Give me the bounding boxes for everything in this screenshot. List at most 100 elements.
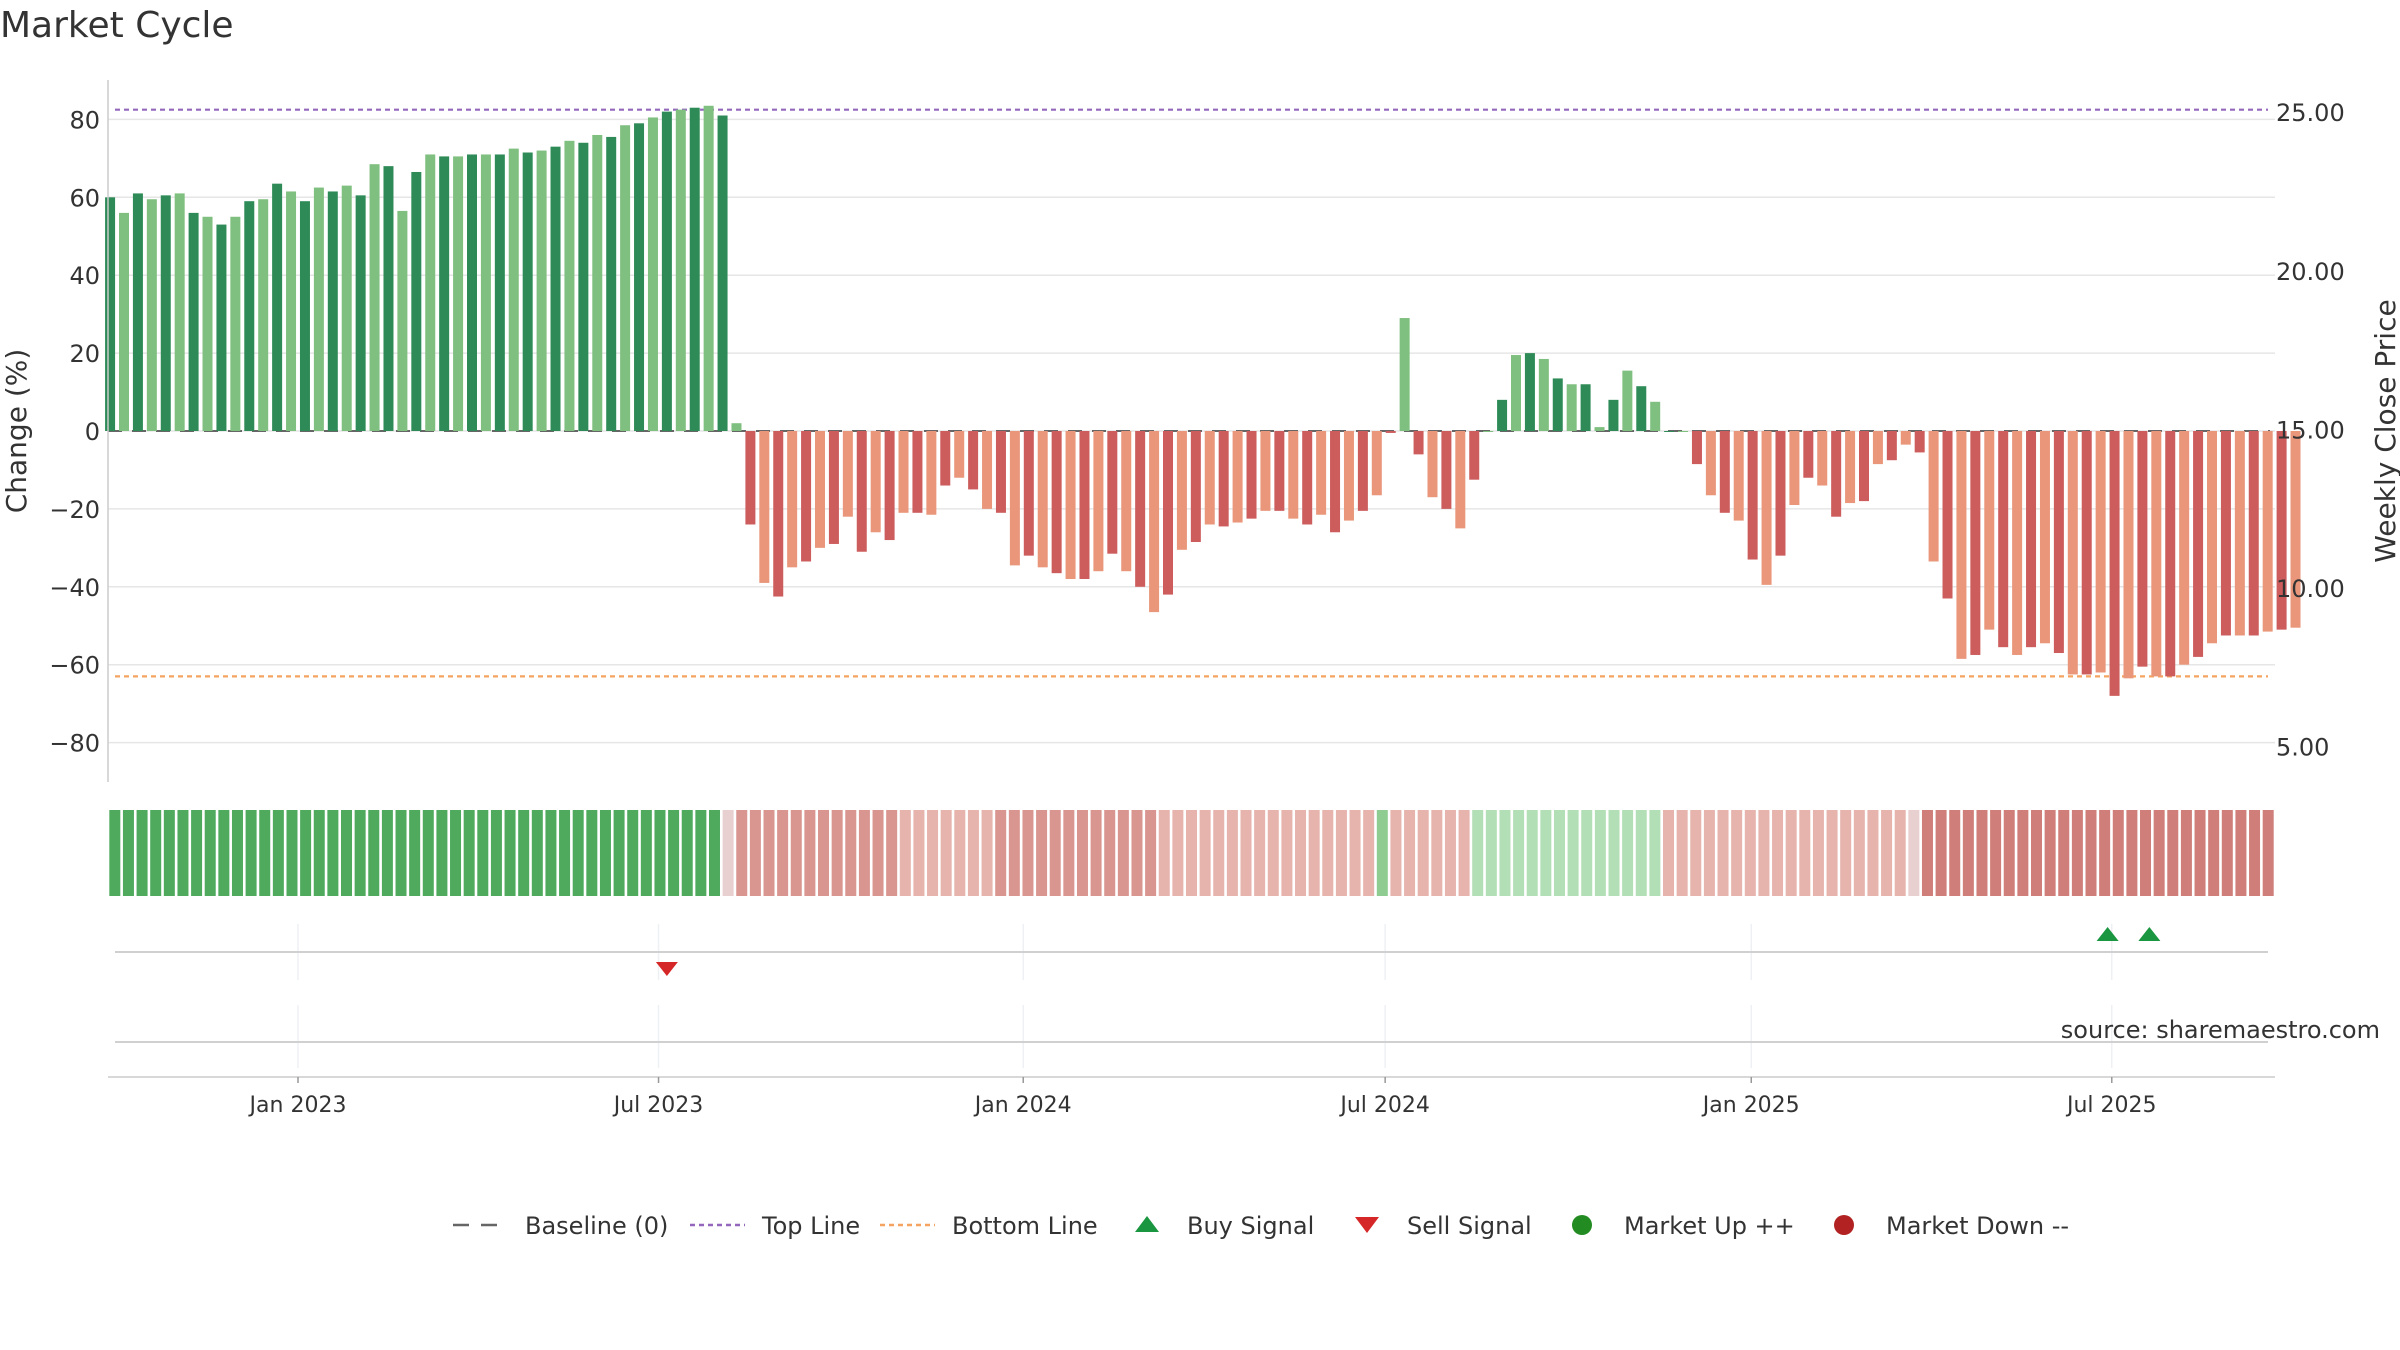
bar-positive [1538, 358, 1549, 431]
y2-tick-label: 10.00 [2276, 575, 2345, 603]
bar-negative [2248, 431, 2259, 636]
bar-negative [2137, 431, 2148, 667]
cycle-strip-cell [872, 810, 884, 896]
bar-positive [272, 183, 283, 431]
bar-positive [494, 154, 505, 431]
bar-negative [926, 431, 937, 515]
bar-positive [647, 117, 658, 431]
cycle-strip-cell [1417, 810, 1429, 896]
bar-negative [2220, 431, 2231, 636]
cycle-strip-cell [1731, 810, 1743, 896]
x-axis: Jan 2023 Jul 2023 Jan 2024 Jul 2024 Jan 2025… [108, 1076, 2275, 1118]
cycle-strip-cell [1812, 810, 1824, 896]
bar-negative [2193, 431, 2204, 657]
bar-negative [870, 431, 881, 533]
cycle-strip-cell [1608, 810, 1620, 896]
bar-negative [856, 431, 867, 552]
cycle-strip-cell [1158, 810, 1170, 896]
cycle-strip-cell [286, 810, 298, 896]
cycle-strip-cell [136, 810, 148, 896]
cycle-strip-cell [1240, 810, 1252, 896]
bar-positive [244, 201, 255, 431]
bar-positive [132, 193, 143, 431]
cycle-strip-cell [1581, 810, 1593, 896]
y-axis-title: Change (%) [0, 349, 33, 514]
cycle-strip-cell [231, 810, 243, 896]
y-tick-label: 20 [69, 340, 100, 368]
bar-negative [1149, 431, 1160, 613]
cycle-strip-cell [1976, 810, 1988, 896]
bars-group [105, 105, 2301, 696]
bar-negative [2053, 431, 2064, 654]
bar-positive [1636, 386, 1647, 431]
legend-market-down-icon [1834, 1215, 1854, 1235]
cycle-strip-cell [2003, 810, 2015, 896]
bar-positive [620, 125, 631, 432]
bar-positive [369, 164, 380, 431]
bar-negative [1789, 431, 1800, 506]
cycle-strip-cell [1145, 810, 1157, 896]
bar-positive [1524, 353, 1535, 431]
bar-positive [327, 191, 338, 431]
cycle-strip-cell [1676, 810, 1688, 896]
cycle-strip-cell [2262, 810, 2274, 896]
cycle-strip-cell [2167, 810, 2179, 896]
cycle-strip-cell [1172, 810, 1184, 896]
cycle-strip-cell [654, 810, 666, 896]
cycle-strip-cell [599, 810, 611, 896]
cycle-strip-cell [1921, 810, 1933, 896]
bar-positive [536, 150, 547, 431]
cycle-strip-cell [436, 810, 448, 896]
buy-signal-marker [2096, 927, 2119, 941]
bar-negative [1260, 431, 1271, 511]
cycle-strip-cell [1785, 810, 1797, 896]
bar-negative [2026, 431, 2037, 648]
bar-positive [146, 199, 157, 431]
cycle-strip-cell [218, 810, 230, 896]
bar-negative [1274, 431, 1285, 511]
cycle-strip-cell [2058, 810, 2070, 896]
bar-negative [940, 431, 951, 486]
cycle-strip-cell [395, 810, 407, 896]
bar-positive [1608, 399, 1619, 431]
bar-positive [467, 154, 477, 431]
cycle-strip-cell [681, 810, 693, 896]
cycle-strip-cell [1226, 810, 1238, 896]
cycle-strip-cell [981, 810, 993, 896]
bar-positive [1594, 427, 1605, 431]
cycle-strip-cell [1008, 810, 1020, 896]
bar-negative [1719, 431, 1730, 513]
cycle-strip-cell [2126, 810, 2138, 896]
bar-positive [1650, 401, 1661, 431]
cycle-strip-cell [899, 810, 911, 896]
cycle-strip-cell [300, 810, 312, 896]
cycle-strip-cell [1349, 810, 1361, 896]
cycle-strip-cell [804, 810, 816, 896]
bar-negative [2207, 431, 2217, 644]
bar-negative [2165, 431, 2176, 677]
bar-negative [1956, 431, 1967, 659]
bar-negative [1970, 431, 1981, 655]
bar-positive [1497, 399, 1508, 431]
cycle-strip-cell [368, 810, 380, 896]
cycle-strip-cell [845, 810, 857, 896]
bar-negative [1288, 431, 1299, 519]
bar-negative [1316, 431, 1327, 515]
bar-negative [1775, 431, 1786, 556]
cycle-strip-cell [341, 810, 353, 896]
bar-negative [1204, 431, 1215, 525]
y2-tick-label: 20.00 [2276, 258, 2345, 286]
legend-item-top: Top Line [690, 1212, 860, 1240]
bar-negative [1803, 431, 1814, 478]
y2-tick-label: 5.00 [2276, 734, 2329, 762]
cycle-strip-cell [2249, 810, 2261, 896]
bar-positive [341, 185, 352, 431]
legend-label: Baseline (0) [525, 1212, 668, 1240]
cycle-strip-cell [818, 810, 830, 896]
cycle-strip-cell [272, 810, 284, 896]
bar-positive [439, 156, 450, 431]
bar-positive [1622, 370, 1633, 431]
cycle-strip-cell [1908, 810, 1920, 896]
bar-negative [1859, 431, 1869, 502]
bar-negative [968, 431, 979, 490]
